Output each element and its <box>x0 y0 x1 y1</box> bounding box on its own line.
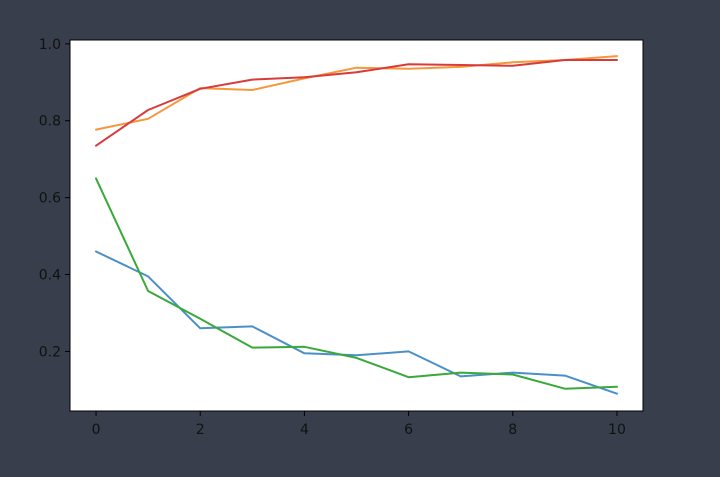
x-tick-label: 10 <box>608 422 626 438</box>
axes-layer: 0 2 4 6 8 10 0.2 0.4 0.6 0.8 1.0 <box>39 37 644 438</box>
x-tick-label: 6 <box>404 422 413 438</box>
y-tick-label: 0.4 <box>39 268 61 284</box>
y-tick-label: 0.2 <box>39 344 61 360</box>
x-tick-label: 8 <box>508 422 517 438</box>
x-tick-label: 2 <box>196 422 205 438</box>
y-tick-label: 1.0 <box>39 37 61 53</box>
series-line-4 <box>95 59 618 147</box>
series-line-2 <box>95 55 618 131</box>
x-tick-label: 0 <box>92 422 101 438</box>
series-line-1 <box>95 250 618 395</box>
series-line-3 <box>95 177 618 390</box>
plot-area <box>70 40 643 411</box>
series-layer <box>95 55 618 395</box>
plot-frame <box>69 39 644 412</box>
x-tick-label: 4 <box>300 422 309 438</box>
y-tick-label: 0.6 <box>39 191 61 207</box>
y-tick-label: 0.8 <box>39 114 61 130</box>
